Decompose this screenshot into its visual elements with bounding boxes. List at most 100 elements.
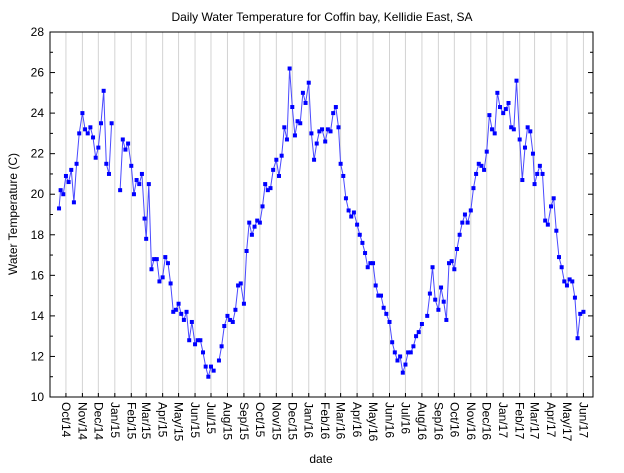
data-point	[268, 186, 273, 191]
series-water-temperature	[57, 66, 586, 379]
data-point	[93, 155, 98, 160]
data-point	[201, 350, 206, 355]
data-point	[416, 330, 421, 335]
data-point	[447, 261, 452, 266]
data-point	[537, 163, 542, 168]
data-point	[284, 137, 289, 142]
data-point	[379, 293, 384, 298]
data-point	[236, 283, 241, 288]
data-point	[317, 129, 322, 134]
data-point	[146, 182, 151, 187]
data-point	[509, 125, 514, 130]
data-point	[400, 370, 405, 375]
data-point	[57, 206, 62, 211]
y-tick-label: 16	[31, 268, 45, 282]
data-point	[206, 374, 211, 379]
x-tick-label: Jan/15	[108, 402, 122, 438]
data-point	[320, 127, 325, 132]
y-tick-label: 14	[31, 309, 45, 323]
data-point	[506, 100, 511, 105]
x-tick-label: Mar/16	[334, 402, 348, 440]
data-point	[298, 121, 303, 126]
data-point	[371, 261, 376, 266]
data-point	[408, 350, 413, 355]
data-point	[427, 291, 432, 296]
data-point	[341, 173, 346, 178]
data-point	[134, 178, 139, 183]
data-point	[414, 334, 419, 339]
data-point	[238, 281, 243, 286]
data-point	[535, 171, 540, 176]
x-tick-label: Apr/17	[544, 402, 558, 438]
data-point	[540, 171, 545, 176]
data-point	[465, 220, 470, 225]
data-point	[63, 173, 68, 178]
data-point	[168, 281, 173, 286]
data-point	[104, 161, 109, 166]
x-tick-label: Dec/16	[480, 402, 494, 440]
x-tick-label: Jan/17	[496, 402, 510, 438]
data-point	[331, 111, 336, 116]
y-tick-label: 24	[31, 106, 45, 120]
data-point	[351, 210, 356, 215]
x-tick-label: Jun/17	[576, 402, 590, 438]
data-point	[187, 338, 192, 343]
y-tick-label: 12	[31, 349, 45, 363]
chart-title: Daily Water Temperature for Coffin bay, …	[171, 10, 472, 24]
data-point	[543, 218, 548, 223]
data-point	[457, 232, 462, 237]
y-tick-label: 26	[31, 66, 45, 80]
x-tick-label: Jan/16	[302, 402, 316, 438]
data-point	[355, 222, 360, 227]
x-tick-label: Mar/15	[139, 402, 153, 440]
data-point	[314, 141, 319, 146]
x-tick-label: Feb/15	[124, 402, 138, 440]
data-point	[495, 90, 500, 95]
data-point	[349, 214, 354, 219]
data-point	[109, 121, 114, 126]
data-point	[365, 265, 370, 270]
data-point	[230, 319, 235, 324]
data-point	[203, 364, 208, 369]
data-point	[260, 204, 265, 209]
data-point	[333, 105, 338, 110]
data-point	[436, 307, 441, 312]
data-point	[290, 105, 295, 110]
data-point	[99, 121, 104, 126]
data-point	[171, 309, 176, 314]
data-point	[181, 317, 186, 322]
data-point	[360, 240, 365, 245]
data-point	[255, 218, 260, 223]
data-point	[208, 364, 213, 369]
data-point	[61, 192, 66, 197]
data-point	[219, 344, 224, 349]
data-point	[244, 249, 249, 253]
series-line	[218, 68, 423, 373]
data-point	[274, 157, 279, 162]
data-point	[487, 113, 492, 118]
x-tick-label: Aug/15	[221, 402, 235, 440]
x-tick-label: Jun/15	[188, 402, 202, 438]
data-point	[514, 78, 519, 83]
data-point	[88, 125, 93, 130]
data-point	[581, 309, 586, 314]
data-point	[346, 208, 351, 213]
data-point	[129, 163, 134, 168]
x-tick-label: May/17	[560, 402, 574, 442]
data-point	[384, 311, 389, 316]
data-point	[439, 285, 444, 290]
data-point	[165, 261, 170, 266]
data-point	[551, 196, 556, 201]
data-point	[131, 192, 136, 197]
x-tick-label: Dec/14	[91, 402, 105, 440]
data-point	[567, 277, 572, 282]
data-point	[357, 232, 362, 237]
x-tick-label: Oct/14	[59, 402, 73, 438]
data-point	[449, 259, 454, 264]
x-tick-label: Nov/15	[269, 402, 283, 440]
data-point	[545, 222, 550, 227]
data-point	[282, 125, 287, 130]
x-tick-label: Jul/15	[204, 402, 218, 434]
data-point	[189, 319, 194, 324]
data-point	[106, 171, 111, 176]
